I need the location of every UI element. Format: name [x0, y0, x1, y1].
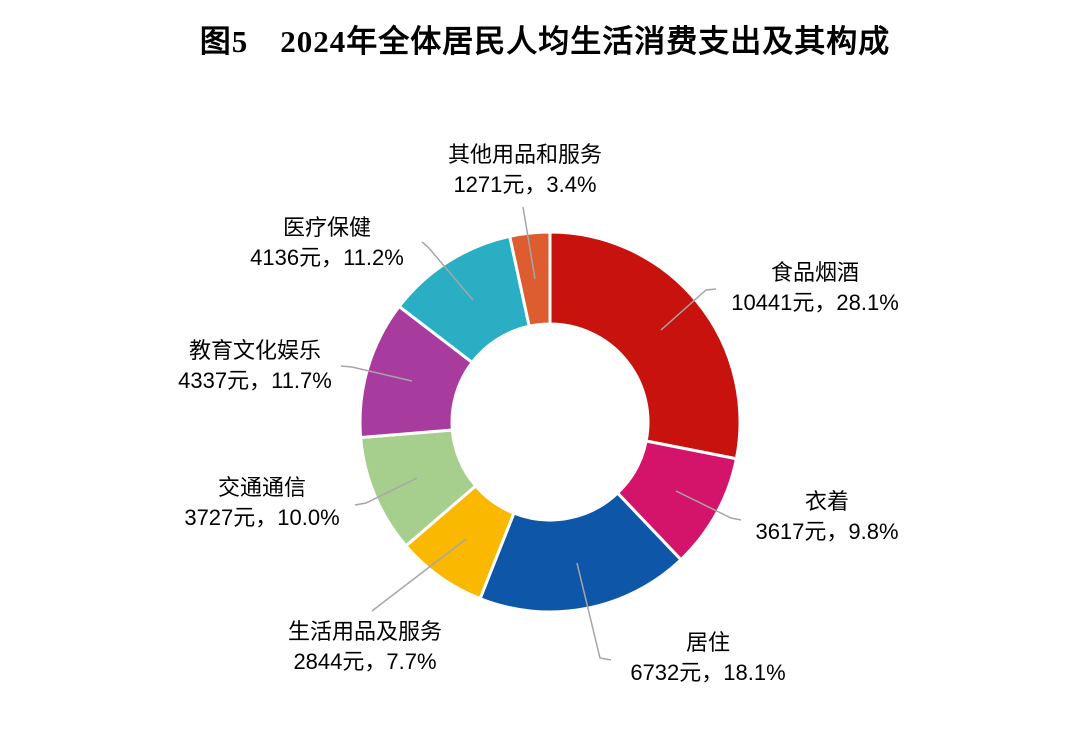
segment-value: 3617元，9.8%	[755, 519, 899, 544]
segment-label-food-tobacco-alcohol: 食品烟酒 10441元，28.1%	[731, 258, 899, 318]
segment-name: 居住	[685, 630, 731, 655]
leader-line-food-tobacco-alcohol	[660, 288, 717, 331]
segment-label-other-goods-services: 其他用品和服务 1271元，3.4%	[448, 140, 602, 200]
segment-label-housing: 居住 6732元，18.1%	[630, 628, 785, 688]
segment-name: 医疗保健	[282, 215, 372, 240]
segment-name: 衣着	[804, 489, 849, 514]
segment-label-household-goods-services: 生活用品及服务 2844元，7.7%	[288, 617, 442, 677]
segment-label-healthcare: 医疗保健 4136元，11.2%	[250, 213, 404, 273]
leader-line-education-culture-entertainment	[340, 365, 413, 382]
chart-title: 图5 2024年全体居民人均生活消费支出及其构成	[199, 24, 891, 59]
segment-name: 食品烟酒	[770, 260, 859, 285]
segment-value: 1271元，3.4%	[453, 172, 597, 197]
segment-value: 3727元，10.0%	[184, 505, 340, 530]
segment-name: 交通通信	[217, 475, 307, 500]
leader-line-other-goods-services	[522, 206, 536, 280]
donut-segment-other-goods-services	[507, 230, 552, 329]
leader-line-transport-communication	[354, 477, 418, 506]
segment-name: 其他用品和服务	[447, 142, 603, 167]
leader-line-household-goods-services	[371, 538, 467, 612]
segment-label-education-culture-entertainment: 教育文化娱乐 4337元，11.7%	[178, 336, 332, 396]
leader-line-housing	[576, 562, 612, 661]
segment-value: 10441元，28.1%	[731, 290, 899, 315]
segment-value: 6732元，18.1%	[630, 660, 786, 685]
segment-value: 4337元，11.7%	[178, 368, 332, 393]
donut-segment-housing	[478, 490, 684, 614]
leader-line-clothing	[675, 490, 742, 521]
segment-label-transport-communication: 交通通信 3727元，10.0%	[184, 473, 339, 533]
leader-line-healthcare	[421, 241, 474, 301]
segment-label-clothing: 衣着 3617元，9.8%	[755, 487, 898, 547]
segment-value: 4136元，11.2%	[250, 245, 404, 270]
segment-name: 生活用品及服务	[287, 619, 443, 644]
segment-value: 2844元，7.7%	[293, 649, 437, 674]
donut-segment-food-tobacco-alcohol	[548, 230, 742, 461]
segment-name: 教育文化娱乐	[188, 338, 322, 363]
